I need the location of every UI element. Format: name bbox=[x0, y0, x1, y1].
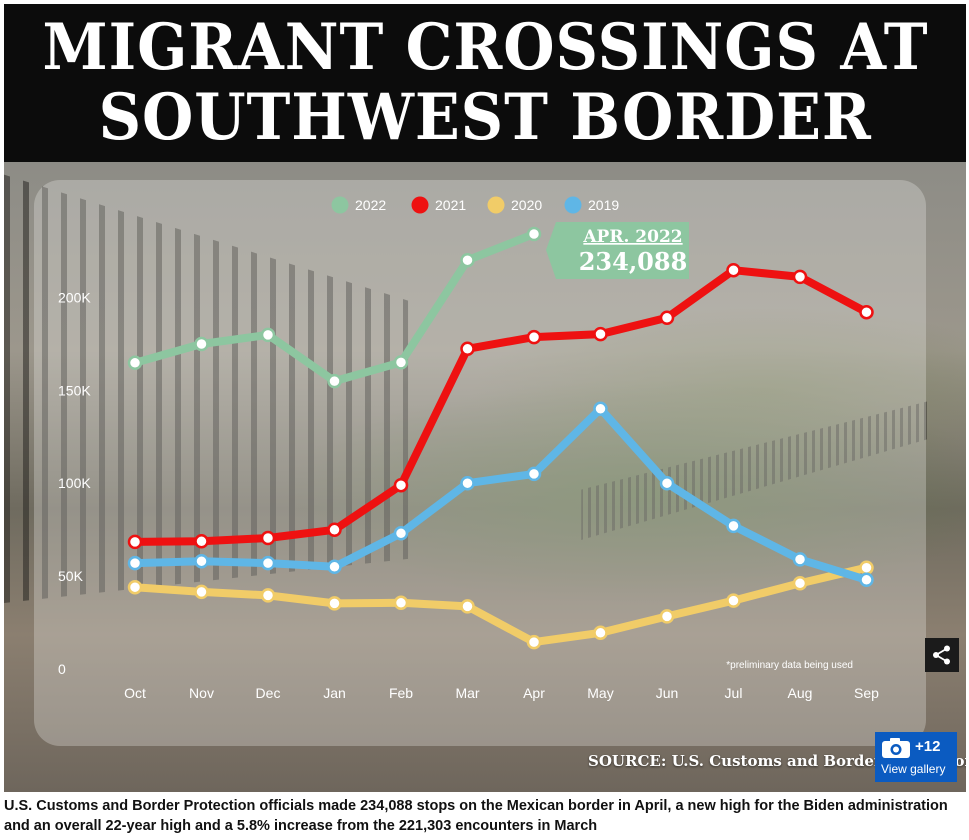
y-tick-label-0: 0 bbox=[58, 661, 66, 677]
series-2022 bbox=[127, 226, 542, 389]
camera-icon bbox=[882, 738, 910, 758]
point-2020-jul bbox=[726, 593, 741, 608]
point-2021-mar bbox=[460, 341, 475, 357]
headline-line-1: MIGRANT CROSSINGS AT bbox=[42, 10, 928, 85]
border-fence-photo bbox=[4, 162, 966, 792]
annotation-label: APR. 2022 bbox=[582, 227, 682, 247]
point-2021-jul bbox=[726, 262, 741, 278]
point-2022-feb bbox=[393, 355, 409, 370]
y-tick-label-4: 200K bbox=[58, 289, 91, 305]
point-2020-apr bbox=[526, 634, 542, 650]
line-2021 bbox=[131, 266, 871, 546]
gallery-label: View gallery bbox=[881, 762, 946, 776]
point-2020-mar bbox=[460, 599, 475, 614]
x-tick-label-oct: Oct bbox=[124, 685, 146, 701]
x-tick-label-sep: Sep bbox=[854, 685, 879, 701]
headline-banner: MIGRANT CROSSINGS AT SOUTHWEST BORDER bbox=[4, 4, 966, 162]
point-2022-jan bbox=[327, 373, 342, 389]
point-2021-may bbox=[593, 326, 608, 342]
image-caption: U.S. Customs and Border Protection offic… bbox=[4, 798, 948, 834]
point-2021-jan bbox=[327, 522, 342, 538]
point-2019-mar bbox=[460, 475, 475, 491]
point-2020-may bbox=[593, 625, 608, 641]
annotation-callout bbox=[546, 222, 689, 279]
point-2022-nov bbox=[194, 336, 209, 352]
point-2020-jun bbox=[659, 609, 675, 624]
x-tick-label-may: May bbox=[587, 685, 613, 701]
x-tick-label-nov: Nov bbox=[189, 685, 214, 701]
point-2019-sep bbox=[859, 572, 874, 588]
legend-swatch-2022 bbox=[331, 196, 349, 214]
y-tick-label-1: 50K bbox=[58, 568, 84, 584]
legend-swatch-2020 bbox=[487, 196, 505, 214]
point-2019-feb bbox=[393, 526, 409, 541]
point-2019-jul bbox=[726, 518, 741, 534]
point-2019-aug bbox=[792, 552, 808, 567]
share-icon bbox=[933, 645, 950, 665]
legend-label-2021: 2021 bbox=[435, 197, 466, 213]
point-2020-dec bbox=[260, 588, 276, 603]
x-axis: Oct Nov Dec Jan Feb Mar Apr May Jun Jul Aug Sep bbox=[124, 685, 879, 701]
view-gallery-button[interactable]: +12 View gallery bbox=[875, 732, 957, 782]
point-2019-dec bbox=[260, 555, 276, 571]
legend-swatch-2021 bbox=[411, 196, 429, 214]
x-tick-label-aug: Aug bbox=[788, 685, 813, 701]
point-2020-jan bbox=[327, 596, 342, 611]
point-2022-dec bbox=[260, 327, 276, 343]
point-2019-may bbox=[593, 401, 608, 417]
chart-legend: 2022 2021 2020 2019 bbox=[331, 196, 619, 214]
point-2019-jun bbox=[659, 475, 675, 491]
annotation-value: 234,088 bbox=[579, 247, 688, 276]
legend-label-2022: 2022 bbox=[355, 197, 386, 213]
chart-series bbox=[127, 226, 874, 650]
point-2022-apr bbox=[526, 226, 542, 242]
line-2020 bbox=[131, 563, 871, 647]
line-2019 bbox=[131, 404, 871, 584]
point-2021-jun bbox=[659, 310, 675, 326]
chart-footnote: *preliminary data being used bbox=[726, 660, 853, 671]
point-2021-dec bbox=[260, 530, 276, 546]
legend-label-2020: 2020 bbox=[511, 197, 542, 213]
source-credit: SOURCE: U.S. Customs and Border Protecti… bbox=[588, 752, 966, 770]
point-2019-apr bbox=[526, 466, 542, 482]
x-tick-label-jan: Jan bbox=[323, 685, 346, 701]
y-tick-label-3: 150K bbox=[58, 382, 91, 398]
legend-label-2019: 2019 bbox=[588, 197, 619, 213]
point-2019-nov bbox=[194, 553, 209, 569]
point-2020-feb bbox=[393, 595, 409, 611]
point-2020-oct bbox=[127, 579, 143, 595]
y-axis: 0 50K 100K 150K 200K bbox=[58, 289, 91, 677]
share-button[interactable] bbox=[925, 638, 959, 672]
point-2022-oct bbox=[127, 355, 143, 371]
point-2021-apr bbox=[526, 329, 542, 345]
point-2021-sep bbox=[859, 304, 874, 320]
x-tick-label-jun: Jun bbox=[656, 685, 679, 701]
x-tick-label-feb: Feb bbox=[389, 685, 413, 701]
x-tick-label-jul: Jul bbox=[725, 685, 743, 701]
y-tick-label-2: 100K bbox=[58, 475, 91, 491]
point-2019-jan bbox=[327, 559, 342, 575]
point-2021-nov bbox=[194, 534, 209, 549]
series-2020 bbox=[127, 560, 874, 650]
x-tick-label-mar: Mar bbox=[455, 685, 479, 701]
legend-swatch-2019 bbox=[564, 196, 582, 214]
point-2021-oct bbox=[127, 534, 143, 550]
point-2022-mar bbox=[460, 252, 475, 268]
point-2021-feb bbox=[393, 477, 409, 493]
line-2022 bbox=[131, 230, 538, 386]
x-tick-label-apr: Apr bbox=[523, 685, 545, 701]
series-2019 bbox=[127, 401, 874, 588]
headline-line-2: SOUTHWEST BORDER bbox=[98, 80, 872, 155]
point-2020-aug bbox=[792, 576, 808, 591]
point-2019-oct bbox=[127, 555, 143, 571]
point-2020-sep bbox=[859, 560, 874, 575]
gallery-count: +12 bbox=[915, 738, 941, 755]
x-tick-label-dec: Dec bbox=[256, 685, 281, 701]
point-2020-nov bbox=[194, 584, 209, 600]
point-2021-aug bbox=[792, 269, 808, 285]
series-2021 bbox=[127, 262, 874, 550]
